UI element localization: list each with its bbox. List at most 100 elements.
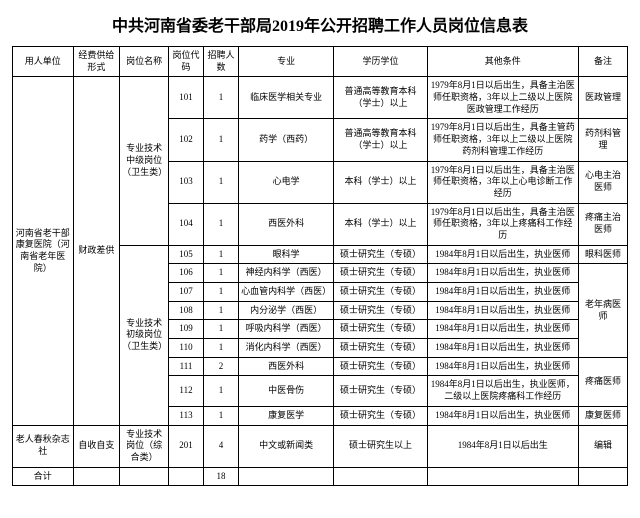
cell-major: 心电学 xyxy=(238,161,334,203)
cell-code: 102 xyxy=(169,119,204,161)
cell-other: 1984年8月1日以后出生，执业医师 xyxy=(427,301,578,320)
cell-major: 消化内科学（西医） xyxy=(238,339,334,358)
cell-code: 103 xyxy=(169,161,204,203)
cell-remark: 编辑 xyxy=(579,425,628,467)
cell-remark: 心电主治医师 xyxy=(579,161,628,203)
cell-degree: 硕士研究生（专硕） xyxy=(334,301,427,320)
cell-code: 108 xyxy=(169,301,204,320)
jobs-table: 用人单位 经费供给形式 岗位名称 岗位代码 招聘人数 专业 学历学位 其他条件 … xyxy=(12,46,628,486)
cell-major: 康复医学 xyxy=(238,406,334,425)
cell-num: 2 xyxy=(203,357,238,376)
cell-degree: 普通高等教育本科（学士）以上 xyxy=(334,77,427,119)
cell-remark: 医政管理 xyxy=(579,77,628,119)
cell-other: 1984年8月1日以后出生，执业医师 xyxy=(427,264,578,283)
cell-remark: 眼科医师 xyxy=(579,245,628,264)
cell-unit: 河南省老干部康复医院（河南省老年医院） xyxy=(13,77,74,425)
table-header-row: 用人单位 经费供给形式 岗位名称 岗位代码 招聘人数 专业 学历学位 其他条件 … xyxy=(13,47,628,77)
th-unit: 用人单位 xyxy=(13,47,74,77)
cell-remark: 疼痛主治医师 xyxy=(579,203,628,245)
cell-other: 1984年8月1日以后出生，执业医师 xyxy=(427,357,578,376)
cell-major: 内分泌学（西医） xyxy=(238,301,334,320)
cell-code: 113 xyxy=(169,406,204,425)
cell-code: 101 xyxy=(169,77,204,119)
cell-empty xyxy=(579,467,628,486)
cell-other: 1979年8月1日以后出生，具备主治医师任职资格，3年以上二级以上医院医政管理工… xyxy=(427,77,578,119)
cell-other: 1984年8月1日以后出生，执业医师 xyxy=(427,283,578,302)
cell-major: 西医外科 xyxy=(238,357,334,376)
page-title: 中共河南省委老干部局2019年公开招聘工作人员岗位信息表 xyxy=(12,12,628,36)
cell-code: 107 xyxy=(169,283,204,302)
cell-degree: 本科（学士）以上 xyxy=(334,161,427,203)
cell-code: 201 xyxy=(169,425,204,467)
cell-post-jun: 专业技术初级岗位（卫生类） xyxy=(120,245,169,425)
cell-empty xyxy=(427,467,578,486)
cell-num: 1 xyxy=(203,283,238,302)
cell-empty xyxy=(334,467,427,486)
cell-unit2: 老人春秋杂志社 xyxy=(13,425,74,467)
cell-num: 1 xyxy=(203,301,238,320)
cell-total-label: 合计 xyxy=(13,467,74,486)
cell-degree: 硕士研究生（专硕） xyxy=(334,264,427,283)
cell-remark: 康复医师 xyxy=(579,406,628,425)
cell-num: 1 xyxy=(203,339,238,358)
th-remark: 备注 xyxy=(579,47,628,77)
cell-other: 1984年8月1日以后出生，执业医师 xyxy=(427,406,578,425)
cell-degree: 硕士研究生（专硕） xyxy=(334,357,427,376)
cell-post-mid: 专业技术中级岗位（卫生类） xyxy=(120,77,169,245)
th-degree: 学历学位 xyxy=(334,47,427,77)
cell-major: 神经内科学（西医） xyxy=(238,264,334,283)
cell-other: 1979年8月1日以后出生，具备主治医师任职资格，3年以上心电诊断工作经历 xyxy=(427,161,578,203)
th-fund: 经费供给形式 xyxy=(73,47,120,77)
cell-other: 1984年8月1日以后出生 xyxy=(427,425,578,467)
cell-empty xyxy=(120,467,169,486)
cell-num: 1 xyxy=(203,376,238,406)
cell-num: 1 xyxy=(203,203,238,245)
th-post: 岗位名称 xyxy=(120,47,169,77)
cell-num: 1 xyxy=(203,161,238,203)
cell-major: 西医外科 xyxy=(238,203,334,245)
cell-fund: 财政差供 xyxy=(73,77,120,425)
cell-degree: 普通高等教育本科（学士）以上 xyxy=(334,119,427,161)
table-total-row: 合计 18 xyxy=(13,467,628,486)
cell-major: 药学（西药） xyxy=(238,119,334,161)
cell-num: 1 xyxy=(203,119,238,161)
cell-other: 1984年8月1日以后出生，执业医师 xyxy=(427,245,578,264)
cell-other: 1979年8月1日以后出生，具备主管药师任职资格，3年以上二级以上医院药剂科管理… xyxy=(427,119,578,161)
cell-total-num: 18 xyxy=(203,467,238,486)
cell-degree: 硕士研究生（专硕） xyxy=(334,406,427,425)
cell-other: 1984年8月1日以后出生，执业医师，二级以上医院疼痛科工作经历 xyxy=(427,376,578,406)
cell-degree: 硕士研究生以上 xyxy=(334,425,427,467)
cell-major: 眼科学 xyxy=(238,245,334,264)
cell-num: 4 xyxy=(203,425,238,467)
table-row: 河南省老干部康复医院（河南省老年医院） 财政差供 专业技术中级岗位（卫生类） 1… xyxy=(13,77,628,119)
cell-post2: 专业技术岗位（综合类） xyxy=(120,425,169,467)
cell-code: 104 xyxy=(169,203,204,245)
th-code: 岗位代码 xyxy=(169,47,204,77)
cell-other: 1984年8月1日以后出生，执业医师 xyxy=(427,320,578,339)
cell-major: 心血管内科学（西医） xyxy=(238,283,334,302)
cell-major: 呼吸内科学（西医） xyxy=(238,320,334,339)
cell-code: 112 xyxy=(169,376,204,406)
cell-other: 1984年8月1日以后出生，执业医师 xyxy=(427,339,578,358)
cell-code: 109 xyxy=(169,320,204,339)
cell-degree: 硕士研究生（专硕） xyxy=(334,376,427,406)
cell-major: 中医骨伤 xyxy=(238,376,334,406)
cell-major: 中文或新闻类 xyxy=(238,425,334,467)
table-row: 老人春秋杂志社 自收自支 专业技术岗位（综合类） 201 4 中文或新闻类 硕士… xyxy=(13,425,628,467)
cell-empty xyxy=(169,467,204,486)
cell-other: 1979年8月1日以后出生，具备主治医师任职资格，3年以上疼痛科工作经历 xyxy=(427,203,578,245)
cell-degree: 硕士研究生（专硕） xyxy=(334,339,427,358)
cell-empty xyxy=(238,467,334,486)
cell-fund2: 自收自支 xyxy=(73,425,120,467)
th-other: 其他条件 xyxy=(427,47,578,77)
cell-degree: 硕士研究生（专硕） xyxy=(334,245,427,264)
cell-code: 105 xyxy=(169,245,204,264)
cell-num: 1 xyxy=(203,406,238,425)
cell-num: 1 xyxy=(203,264,238,283)
cell-num: 1 xyxy=(203,245,238,264)
cell-code: 106 xyxy=(169,264,204,283)
cell-code: 110 xyxy=(169,339,204,358)
th-major: 专业 xyxy=(238,47,334,77)
cell-remark: 药剂科管理 xyxy=(579,119,628,161)
cell-degree: 硕士研究生（专硕） xyxy=(334,320,427,339)
